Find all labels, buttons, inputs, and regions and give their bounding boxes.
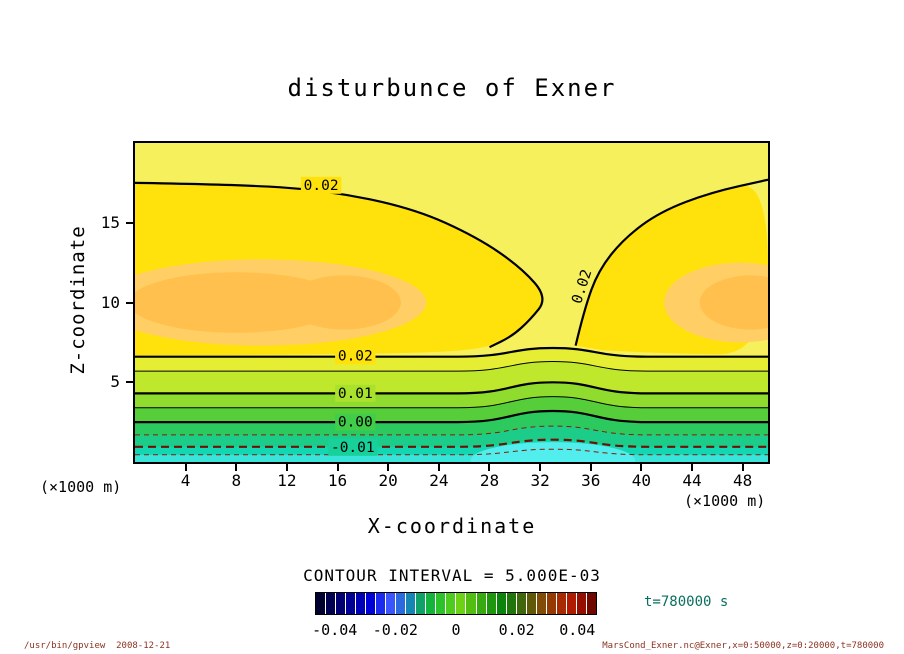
y-axis-label: Z-coordinate <box>67 225 89 375</box>
x-tick-mark <box>691 464 694 471</box>
colorbar-segment <box>376 593 386 614</box>
y-tick-mark <box>126 301 133 304</box>
x-tick-mark <box>235 464 238 471</box>
colorbar-segment <box>396 593 406 614</box>
x-tick-mark <box>336 464 339 471</box>
colorbar-segment <box>556 593 566 614</box>
colorbar-segment <box>576 593 586 614</box>
x-tick-label: 48 <box>733 471 753 490</box>
contour-label: 0.01 <box>335 384 376 402</box>
colorbar-segment <box>346 593 356 614</box>
colorbar-segment <box>316 593 326 614</box>
plot-frame: 0.02 0.02 0.02 0.01 0.00 -0.01 <box>133 141 770 464</box>
colorbar-segment <box>456 593 466 614</box>
y-tick-label: 15 <box>100 212 120 232</box>
x-tick-label: 24 <box>429 471 449 490</box>
colorbar-segment <box>536 593 546 614</box>
x-tick-mark <box>741 464 744 471</box>
x-tick-mark <box>285 464 288 471</box>
x-tick-label: 4 <box>180 471 191 490</box>
x-tick-label: 44 <box>682 471 702 490</box>
x-tick-label: 12 <box>277 471 297 490</box>
contour-plot: 0.020.020.020.010.00-0.01 <box>135 143 768 462</box>
colorbar-segment <box>356 593 366 614</box>
colorbar-segment <box>476 593 486 614</box>
colorbar-tick-label: 0.02 <box>498 621 535 639</box>
svg-text:0.00: 0.00 <box>338 415 373 431</box>
colorbar-segment <box>566 593 576 614</box>
colorbar-segment <box>546 593 556 614</box>
y-tick-mark <box>126 221 133 224</box>
time-label: t=780000 s <box>644 594 729 610</box>
colorbar-segment <box>336 593 346 614</box>
chart-title: disturbunce of Exner <box>287 74 617 102</box>
colorbar-segment <box>366 593 376 614</box>
colorbar-segment <box>586 593 596 614</box>
y-tick-mark <box>126 381 133 384</box>
footer-dataset: MarsCond_Exner.nc@Exner,x=0:50000,z=0:20… <box>602 641 884 651</box>
svg-text:-0.01: -0.01 <box>331 440 375 456</box>
x-tick-mark <box>539 464 542 471</box>
svg-text:0.02: 0.02 <box>338 348 373 364</box>
svg-text:0.01: 0.01 <box>338 386 373 402</box>
colorbar-segment <box>426 593 436 614</box>
x-tick-label: 20 <box>378 471 398 490</box>
x-tick-label: 16 <box>327 471 348 490</box>
colorbar-segment <box>446 593 456 614</box>
x-tick-mark <box>437 464 440 471</box>
x-tick-mark <box>589 464 592 471</box>
x-axis-label: X-coordinate <box>367 514 537 538</box>
x-tick-label: 40 <box>631 471 652 490</box>
x-tick-mark <box>387 464 390 471</box>
x-tick-label: 36 <box>581 471 601 490</box>
contour-label: 0.00 <box>335 413 376 431</box>
svg-text:0.02: 0.02 <box>304 178 339 194</box>
contour-interval-label: CONTOUR INTERVAL = 5.000E-03 <box>303 566 601 585</box>
contour-label: 0.02 <box>300 176 342 194</box>
y-axis-unit: (×1000 m) <box>40 478 122 496</box>
colorbar <box>315 592 597 615</box>
colorbar-segment <box>486 593 496 614</box>
colorbar-segment <box>406 593 416 614</box>
colorbar-tick-label: 0 <box>451 621 461 639</box>
footer-command: /usr/bin/gpview 2008-12-21 <box>24 641 171 651</box>
x-tick-mark <box>184 464 187 471</box>
y-tick-label: 10 <box>100 292 120 312</box>
colorbar-segment <box>386 593 396 614</box>
colorbar-tick-label: 0.04 <box>559 621 596 639</box>
x-tick-mark <box>488 464 491 471</box>
x-tick-label: 8 <box>231 471 242 490</box>
colorbar-segment <box>436 593 446 614</box>
x-tick-label: 32 <box>530 471 550 490</box>
colorbar-segment <box>416 593 426 614</box>
colorbar-tick-label: -0.04 <box>312 621 358 639</box>
x-axis-unit: (×1000 m) <box>684 492 766 510</box>
colorbar-segment <box>516 593 526 614</box>
colorbar-segment <box>496 593 506 614</box>
y-tick-label: 5 <box>110 372 120 392</box>
colorbar-segment <box>526 593 536 614</box>
contour-label: -0.01 <box>328 438 378 456</box>
colorbar-segment <box>506 593 516 614</box>
colorbar-segment <box>466 593 476 614</box>
x-tick-label: 28 <box>479 471 500 490</box>
colorbar-segment <box>326 593 336 614</box>
x-tick-mark <box>640 464 643 471</box>
contour-label: 0.02 <box>335 347 376 365</box>
colorbar-tick-label: -0.02 <box>372 621 418 639</box>
